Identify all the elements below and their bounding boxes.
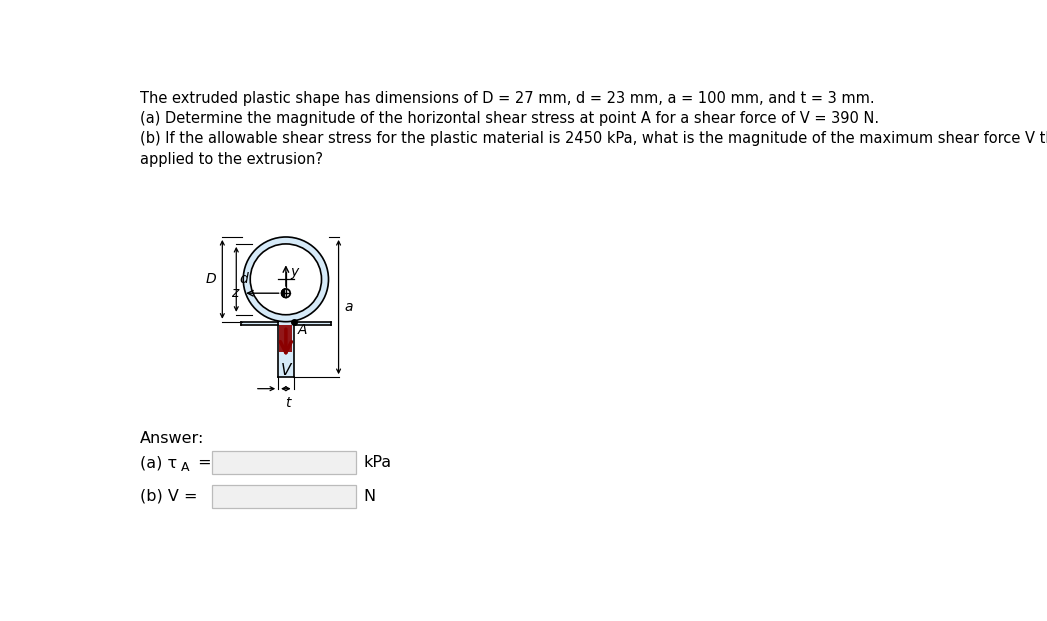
Bar bbox=[241, 322, 279, 325]
Text: A: A bbox=[180, 461, 188, 474]
Text: N: N bbox=[363, 489, 376, 504]
Circle shape bbox=[282, 289, 290, 297]
Text: z: z bbox=[230, 286, 238, 300]
Text: (b) V =: (b) V = bbox=[140, 489, 198, 504]
Text: (b) If the allowable shear stress for the plastic material is 2450 kPa, what is : (b) If the allowable shear stress for th… bbox=[140, 132, 1047, 147]
Circle shape bbox=[250, 244, 321, 315]
Bar bbox=[280, 325, 292, 353]
Polygon shape bbox=[282, 289, 286, 297]
Text: (a) τ: (a) τ bbox=[140, 455, 177, 470]
Polygon shape bbox=[286, 289, 290, 297]
Text: d: d bbox=[240, 273, 248, 286]
Text: The extruded plastic shape has dimensions of D = 27 mm, d = 23 mm, a = 100 mm, a: The extruded plastic shape has dimension… bbox=[140, 91, 875, 106]
Text: =: = bbox=[193, 455, 211, 470]
Bar bbox=[279, 322, 293, 377]
Circle shape bbox=[243, 237, 329, 322]
Bar bbox=[293, 322, 331, 325]
Text: V: V bbox=[281, 363, 291, 378]
Text: D: D bbox=[205, 273, 216, 286]
Text: t: t bbox=[285, 396, 290, 410]
Text: y: y bbox=[290, 265, 298, 279]
FancyBboxPatch shape bbox=[213, 485, 356, 508]
Text: (a) Determine the magnitude of the horizontal shear stress at point A for a shea: (a) Determine the magnitude of the horiz… bbox=[140, 111, 879, 126]
FancyBboxPatch shape bbox=[213, 451, 356, 474]
Text: kPa: kPa bbox=[363, 455, 392, 470]
Text: Answer:: Answer: bbox=[140, 431, 204, 446]
Text: applied to the extrusion?: applied to the extrusion? bbox=[140, 152, 324, 167]
Text: a: a bbox=[344, 300, 353, 314]
Text: A: A bbox=[297, 323, 307, 337]
